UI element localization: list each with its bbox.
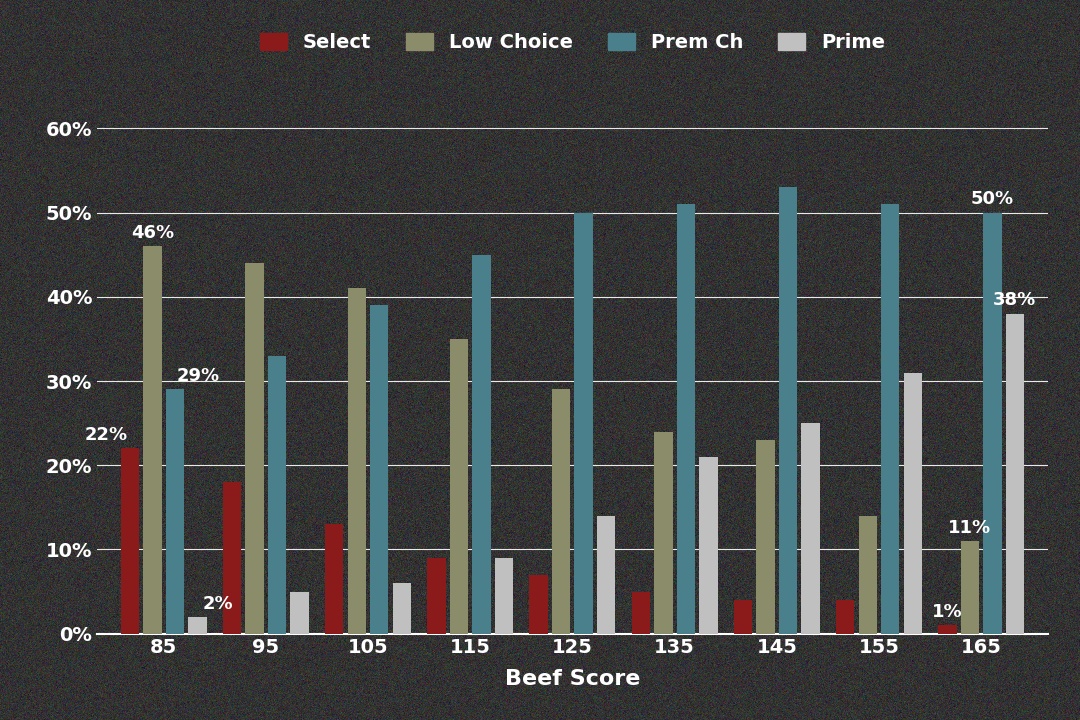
Bar	[449, 339, 468, 634]
Bar	[472, 255, 490, 634]
Bar	[165, 390, 184, 634]
Bar	[801, 423, 820, 634]
Bar	[222, 482, 241, 634]
Bar	[779, 187, 797, 634]
Text: 1%: 1%	[932, 603, 962, 621]
Bar	[597, 516, 616, 634]
Bar	[632, 592, 650, 634]
Bar	[699, 456, 717, 634]
Bar	[552, 390, 570, 634]
Bar	[268, 356, 286, 634]
Bar	[428, 558, 446, 634]
Bar	[121, 449, 139, 634]
Bar	[348, 289, 366, 634]
Bar	[734, 600, 753, 634]
Bar	[881, 204, 900, 634]
Text: 29%: 29%	[177, 367, 220, 385]
Bar	[392, 583, 410, 634]
Bar	[1005, 314, 1024, 634]
Bar	[144, 246, 162, 634]
Bar	[756, 440, 774, 634]
Text: 50%: 50%	[971, 191, 1014, 209]
Bar	[836, 600, 854, 634]
Bar	[939, 625, 957, 634]
Bar	[529, 575, 548, 634]
Bar	[904, 373, 922, 634]
Text: 2%: 2%	[202, 595, 233, 613]
Bar	[961, 541, 980, 634]
Bar	[575, 212, 593, 634]
Text: 22%: 22%	[84, 426, 127, 444]
Bar	[188, 617, 206, 634]
Text: 46%: 46%	[131, 224, 174, 242]
Bar	[495, 558, 513, 634]
Bar	[245, 264, 264, 634]
Bar	[291, 592, 309, 634]
Bar	[859, 516, 877, 634]
Bar	[677, 204, 696, 634]
X-axis label: Beef Score: Beef Score	[504, 669, 640, 688]
Text: 38%: 38%	[994, 292, 1037, 310]
Bar	[370, 305, 389, 634]
Legend: Select, Low Choice, Prem Ch, Prime: Select, Low Choice, Prem Ch, Prime	[253, 25, 892, 60]
Bar	[983, 212, 1001, 634]
Bar	[654, 431, 673, 634]
Bar	[325, 524, 343, 634]
Text: 11%: 11%	[948, 519, 991, 537]
